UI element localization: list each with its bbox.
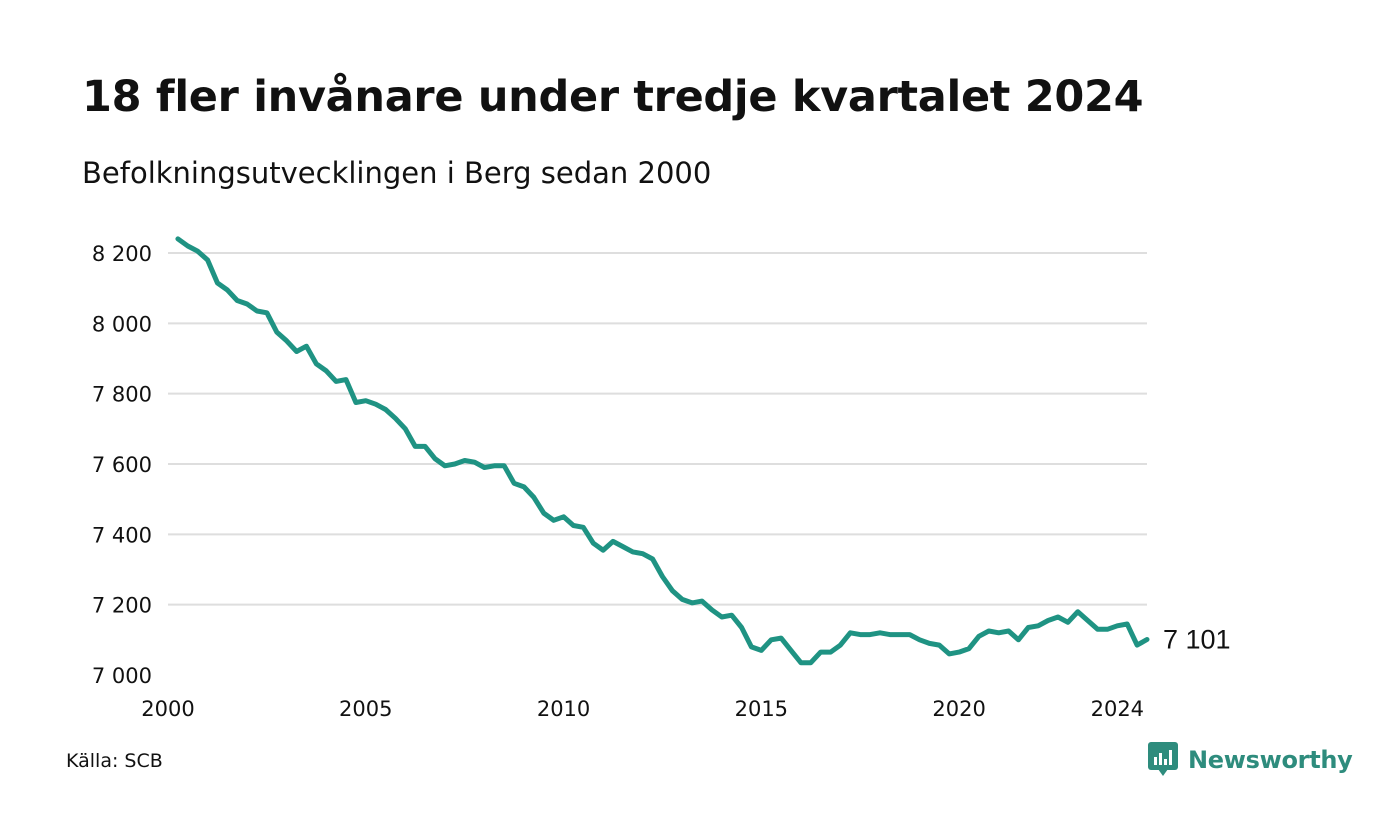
chart-title: 18 fler invånare under tredje kvartalet … (82, 72, 1144, 122)
source-note: Källa: SCB (66, 750, 163, 772)
population-line (175, 236, 1150, 666)
x-tick-label: 2024 (1091, 697, 1144, 721)
y-tick-label: 7 600 (92, 453, 152, 477)
brand-name: Newsworthy (1188, 746, 1353, 774)
chart-subtitle: Befolkningsutvecklingen i Berg sedan 200… (82, 156, 712, 190)
x-tick-label: 2005 (339, 697, 392, 721)
y-tick-label: 7 400 (92, 523, 152, 547)
y-tick-label: 8 000 (92, 312, 152, 336)
y-tick-label: 7 000 (92, 664, 152, 688)
y-tick-label: 8 200 (92, 242, 152, 266)
series-group (175, 236, 1150, 666)
last-value-label: 7 101 (1163, 624, 1231, 654)
bar-chart-speech-bubble-icon (1148, 742, 1178, 776)
x-tick-label: 2020 (932, 697, 985, 721)
x-tick-label: 2015 (735, 697, 788, 721)
y-tick-label: 7 200 (92, 594, 152, 618)
gridlines (168, 252, 1147, 606)
brand-logo: Newsworthy (1148, 742, 1353, 778)
y-axis-tick-labels: 7 000 7 200 7 400 7 600 7 800 8 000 8 200 (92, 242, 152, 688)
x-axis-tick-labels: 2000 2005 2010 2015 2020 2024 (141, 697, 1144, 721)
line-chart: 7 000 7 200 7 400 7 600 7 800 8 000 8 200 2000… (92, 236, 1231, 721)
x-tick-label: 2010 (537, 697, 590, 721)
y-tick-label: 7 800 (92, 383, 152, 407)
end-label-group: 7 101 (1163, 624, 1231, 654)
x-tick-label: 2000 (141, 697, 194, 721)
